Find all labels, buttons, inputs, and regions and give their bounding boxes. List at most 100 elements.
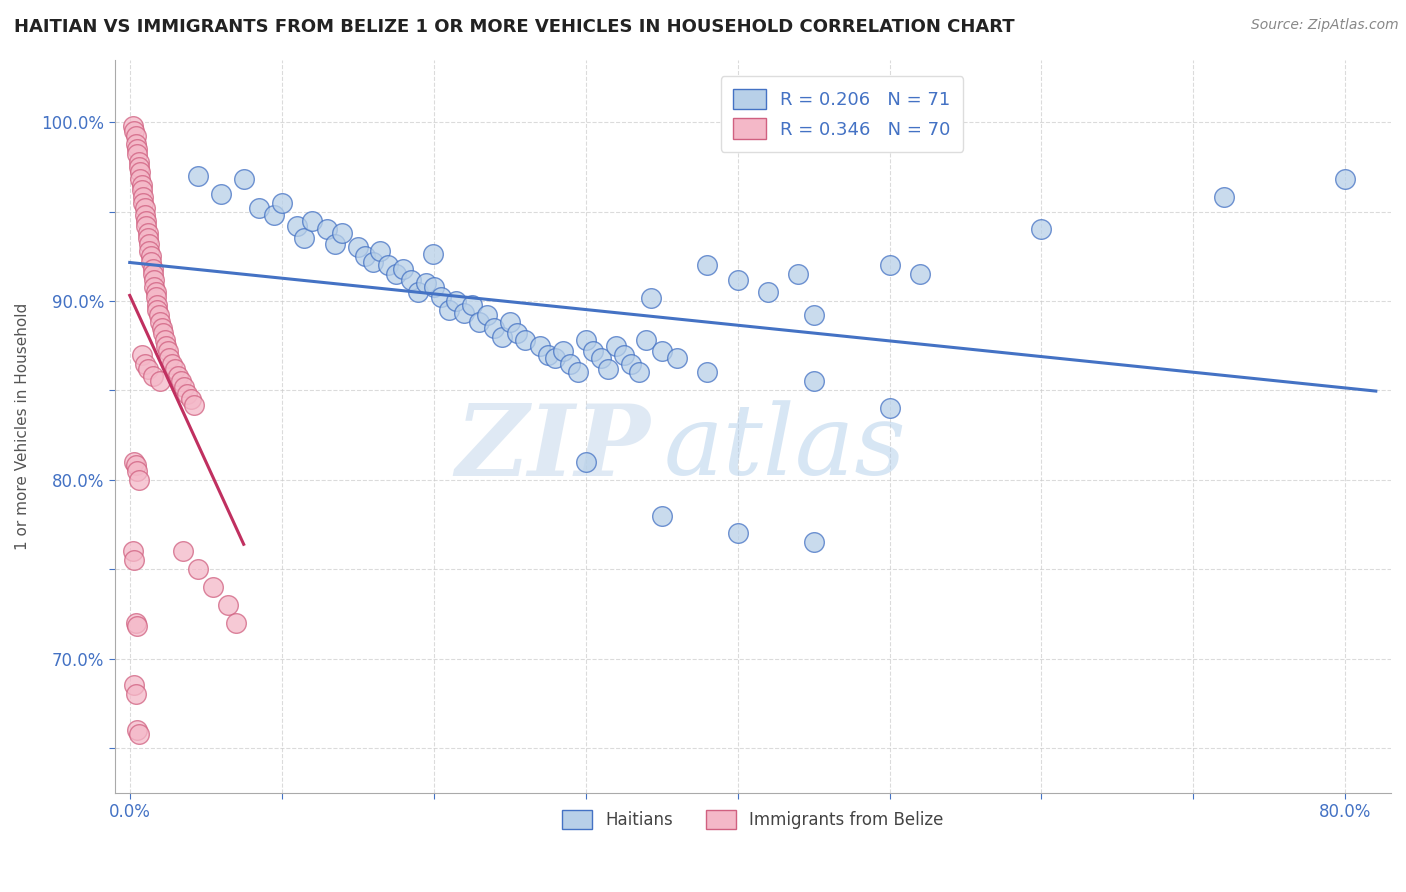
Point bbox=[285, 219, 308, 233]
Point bbox=[803, 535, 825, 549]
Point bbox=[124, 553, 146, 567]
Point bbox=[135, 213, 157, 227]
Point bbox=[263, 208, 285, 222]
Point bbox=[598, 362, 620, 376]
Point bbox=[294, 231, 316, 245]
Point bbox=[636, 334, 658, 348]
Point bbox=[247, 201, 270, 215]
Point bbox=[787, 267, 810, 281]
Point bbox=[202, 580, 225, 594]
Text: HAITIAN VS IMMIGRANTS FROM BELIZE 1 OR MORE VEHICLES IN HOUSEHOLD CORRELATION CH: HAITIAN VS IMMIGRANTS FROM BELIZE 1 OR M… bbox=[14, 18, 1015, 36]
Point bbox=[173, 380, 195, 394]
Point bbox=[124, 124, 146, 138]
Point bbox=[696, 366, 718, 380]
Point bbox=[139, 254, 162, 268]
Point bbox=[332, 226, 354, 240]
Point bbox=[157, 351, 180, 366]
Point bbox=[148, 308, 170, 322]
Point bbox=[149, 375, 172, 389]
Point bbox=[756, 285, 779, 299]
Text: atlas: atlas bbox=[664, 401, 905, 496]
Point bbox=[589, 351, 612, 366]
Point bbox=[879, 258, 901, 272]
Point bbox=[422, 279, 444, 293]
Point bbox=[156, 344, 179, 359]
Point bbox=[560, 357, 582, 371]
Point bbox=[415, 276, 437, 290]
Point bbox=[141, 369, 163, 384]
Point bbox=[143, 272, 166, 286]
Point bbox=[582, 344, 605, 359]
Point bbox=[138, 236, 160, 251]
Text: Source: ZipAtlas.com: Source: ZipAtlas.com bbox=[1251, 18, 1399, 32]
Point bbox=[803, 308, 825, 322]
Point bbox=[384, 267, 406, 281]
Legend: Haitians, Immigrants from Belize: Haitians, Immigrants from Belize bbox=[555, 803, 950, 836]
Point bbox=[620, 357, 643, 371]
Point bbox=[498, 315, 520, 329]
Point bbox=[134, 208, 156, 222]
Point bbox=[128, 726, 150, 740]
Point bbox=[908, 267, 931, 281]
Point bbox=[270, 195, 292, 210]
Point bbox=[152, 326, 174, 340]
Point bbox=[1031, 222, 1053, 236]
Point bbox=[468, 315, 491, 329]
Point bbox=[170, 375, 193, 389]
Point bbox=[136, 231, 159, 245]
Point bbox=[665, 351, 688, 366]
Point bbox=[125, 687, 148, 701]
Point bbox=[651, 344, 673, 359]
Point bbox=[640, 291, 662, 305]
Point bbox=[323, 236, 346, 251]
Point bbox=[370, 244, 392, 258]
Point bbox=[127, 464, 149, 478]
Point bbox=[153, 334, 176, 348]
Point bbox=[422, 246, 444, 260]
Point bbox=[575, 455, 598, 469]
Point bbox=[167, 369, 190, 384]
Point bbox=[354, 249, 377, 263]
Point bbox=[491, 330, 513, 344]
Point bbox=[430, 290, 453, 304]
Point bbox=[143, 279, 166, 293]
Point bbox=[132, 195, 155, 210]
Point bbox=[139, 249, 162, 263]
Point bbox=[536, 348, 558, 362]
Point bbox=[727, 272, 749, 286]
Point bbox=[145, 285, 167, 299]
Point bbox=[127, 619, 149, 633]
Point bbox=[301, 213, 323, 227]
Point bbox=[209, 186, 232, 201]
Point bbox=[475, 308, 498, 322]
Point bbox=[127, 147, 149, 161]
Point bbox=[484, 320, 506, 334]
Point bbox=[453, 306, 475, 320]
Point bbox=[232, 172, 254, 186]
Point bbox=[176, 387, 198, 401]
Point bbox=[544, 351, 567, 366]
Point bbox=[129, 172, 152, 186]
Point bbox=[124, 678, 146, 692]
Point bbox=[627, 366, 650, 380]
Point bbox=[437, 302, 460, 317]
Point bbox=[132, 190, 155, 204]
Point bbox=[567, 366, 589, 380]
Point bbox=[651, 508, 673, 523]
Point bbox=[187, 169, 209, 183]
Point bbox=[121, 119, 143, 133]
Point bbox=[125, 615, 148, 630]
Point bbox=[129, 165, 152, 179]
Point bbox=[392, 261, 415, 276]
Point bbox=[149, 315, 172, 329]
Point bbox=[399, 272, 422, 286]
Point bbox=[125, 129, 148, 144]
Point bbox=[1334, 172, 1357, 186]
Point bbox=[162, 357, 184, 371]
Point bbox=[605, 339, 627, 353]
Point bbox=[131, 183, 153, 197]
Point bbox=[124, 455, 146, 469]
Point bbox=[136, 226, 159, 240]
Point bbox=[131, 348, 153, 362]
Point bbox=[377, 258, 399, 272]
